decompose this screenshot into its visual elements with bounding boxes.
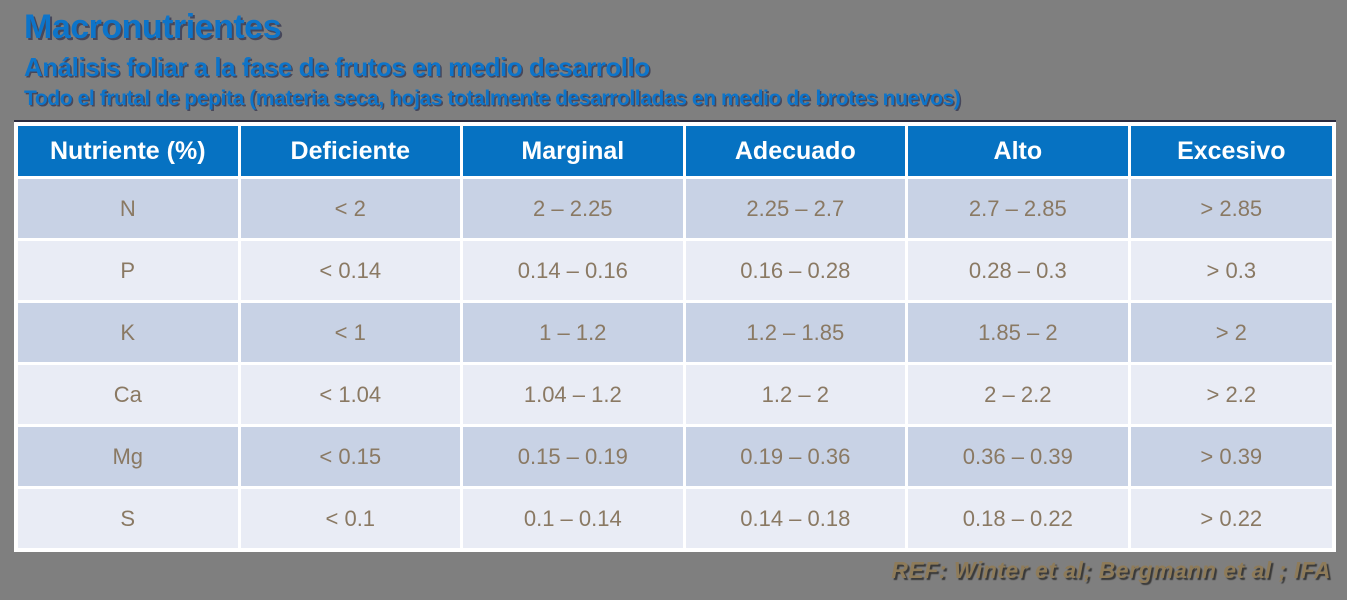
column-header: Marginal bbox=[463, 126, 683, 176]
value-cell: < 1.04 bbox=[240, 365, 461, 424]
value-cell: < 0.14 bbox=[240, 241, 461, 300]
page-note: Todo el frutal de pepita (materia seca, … bbox=[24, 86, 961, 110]
page-subtitle: Análisis foliar a la fase de frutos en m… bbox=[24, 52, 650, 83]
value-cell: 0.16 – 0.28 bbox=[685, 241, 906, 300]
nutrient-cell: N bbox=[18, 179, 238, 238]
value-cell: 0.19 – 0.36 bbox=[685, 427, 906, 486]
value-cell: 0.14 – 0.16 bbox=[463, 241, 683, 300]
value-cell: > 0.39 bbox=[1130, 427, 1332, 486]
value-cell: 0.18 – 0.22 bbox=[908, 489, 1128, 548]
value-cell: > 0.22 bbox=[1130, 489, 1332, 548]
value-cell: 0.14 – 0.18 bbox=[685, 489, 906, 548]
table-row: P < 0.14 0.14 – 0.16 0.16 – 0.28 0.28 – 0.3 >… bbox=[18, 241, 1332, 300]
table-row: S < 0.1 0.1 – 0.14 0.14 – 0.18 0.18 – 0.22 > … bbox=[18, 489, 1332, 548]
value-cell: 1 – 1.2 bbox=[463, 303, 683, 362]
value-cell: 1.2 – 1.85 bbox=[685, 303, 906, 362]
table-row: Mg < 0.15 0.15 – 0.19 0.19 – 0.36 0.36 – 0.3… bbox=[18, 427, 1332, 486]
nutrient-cell: Mg bbox=[18, 427, 238, 486]
value-cell: < 0.15 bbox=[240, 427, 461, 486]
column-header: Adecuado bbox=[685, 126, 906, 176]
value-cell: 1.04 – 1.2 bbox=[463, 365, 683, 424]
value-cell: 1.85 – 2 bbox=[908, 303, 1128, 362]
value-cell: < 2 bbox=[240, 179, 461, 238]
column-header: Deficiente bbox=[240, 126, 461, 176]
value-cell: 0.1 – 0.14 bbox=[463, 489, 683, 548]
nutrient-cell: K bbox=[18, 303, 238, 362]
column-header: Excesivo bbox=[1130, 126, 1332, 176]
value-cell: < 1 bbox=[240, 303, 461, 362]
value-cell: 2.25 – 2.7 bbox=[685, 179, 906, 238]
value-cell: 2.7 – 2.85 bbox=[908, 179, 1128, 238]
table-header: Nutriente (%) Deficiente Marginal Adecuado A… bbox=[18, 126, 1332, 176]
title-block: Macronutrientes Análisis foliar a la fas… bbox=[24, 8, 961, 110]
nutrient-table: Nutriente (%) Deficiente Marginal Adecuado A… bbox=[15, 123, 1335, 551]
nutrient-cell: Ca bbox=[18, 365, 238, 424]
page-title: Macronutrientes bbox=[24, 8, 282, 46]
value-cell: 0.15 – 0.19 bbox=[463, 427, 683, 486]
column-header: Alto bbox=[908, 126, 1128, 176]
column-header: Nutriente (%) bbox=[18, 126, 238, 176]
nutrient-cell: S bbox=[18, 489, 238, 548]
value-cell: 1.2 – 2 bbox=[685, 365, 906, 424]
value-cell: > 2.2 bbox=[1130, 365, 1332, 424]
value-cell: < 0.1 bbox=[240, 489, 461, 548]
value-cell: 2 – 2.2 bbox=[908, 365, 1128, 424]
value-cell: > 0.3 bbox=[1130, 241, 1332, 300]
nutrient-cell: P bbox=[18, 241, 238, 300]
value-cell: > 2.85 bbox=[1130, 179, 1332, 238]
value-cell: > 2 bbox=[1130, 303, 1332, 362]
value-cell: 2 – 2.25 bbox=[463, 179, 683, 238]
header-row: Nutriente (%) Deficiente Marginal Adecuado A… bbox=[18, 126, 1332, 176]
value-cell: 0.28 – 0.3 bbox=[908, 241, 1128, 300]
value-cell: 0.36 – 0.39 bbox=[908, 427, 1128, 486]
nutrient-table-container: Nutriente (%) Deficiente Marginal Adecuado A… bbox=[14, 122, 1336, 552]
reference-text: REF: Winter et al; Bergmann et al ; IFA bbox=[891, 557, 1331, 583]
